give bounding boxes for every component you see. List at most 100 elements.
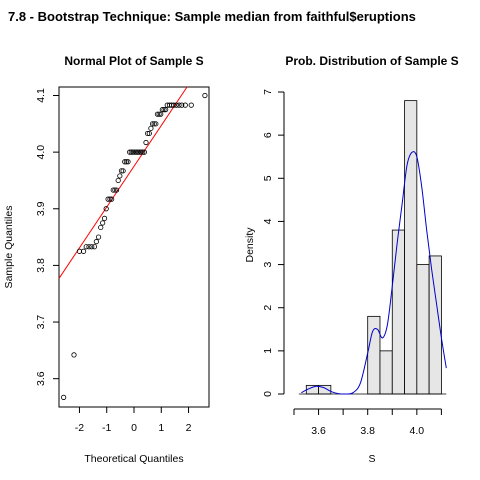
density-line — [301, 151, 447, 395]
qq-point — [202, 92, 208, 99]
histogram-bar — [379, 350, 393, 395]
qq-x-tick-label: -2 — [75, 422, 84, 434]
qq-y-tick-label: 4.1 — [35, 88, 47, 103]
histogram-y-tick-label: 7 — [262, 89, 274, 95]
qq-x-tick-label: 2 — [186, 422, 192, 434]
histogram-x-axis-label: S — [368, 453, 375, 465]
histogram-bar — [404, 100, 418, 395]
qq-point — [158, 111, 164, 117]
qq-point — [105, 196, 111, 202]
histogram-bar — [391, 229, 405, 395]
histogram-title: Prob. Distribution of Sample S — [285, 54, 458, 68]
qq-point — [80, 248, 87, 254]
qq-point — [122, 159, 128, 165]
qq-y-tick-label: 3.9 — [35, 201, 47, 216]
qq-y-tick-label: 3.8 — [35, 258, 47, 273]
histogram-y-axis-label: Density — [244, 227, 256, 263]
qq-point — [107, 196, 113, 202]
qq-point — [120, 168, 126, 174]
qq-y-tick-label: 4.0 — [35, 145, 47, 160]
qq-point — [103, 206, 109, 212]
qq-point — [113, 187, 120, 193]
qq-point — [176, 102, 182, 108]
qq-point — [128, 149, 134, 155]
qq-points — [61, 92, 208, 400]
qq-point — [151, 121, 157, 127]
qq-point — [127, 149, 133, 155]
qq-point — [133, 149, 139, 155]
qq-point — [61, 394, 67, 400]
qq-point — [179, 102, 185, 108]
histogram-y-tick-label: 6 — [262, 132, 274, 138]
qq-point — [140, 149, 146, 155]
qq-x-tick-label: -1 — [102, 422, 111, 434]
qq-point — [141, 149, 147, 155]
qq-point — [171, 102, 177, 108]
qq-point — [136, 149, 143, 155]
histogram-y-tick-label: 1 — [262, 348, 274, 354]
qq-point — [125, 159, 131, 165]
qq-point — [130, 149, 136, 155]
histogram-bar — [416, 264, 430, 395]
qq-line — [58, 86, 188, 279]
qq-point — [118, 168, 125, 174]
qq-plot-frame — [58, 86, 210, 408]
qq-point — [138, 149, 144, 155]
qq-point — [173, 102, 179, 108]
qq-point — [110, 187, 116, 193]
histogram-bar — [367, 315, 381, 395]
histogram-y-tick-label: 5 — [262, 175, 274, 181]
qq-x-tick-label: 0 — [131, 422, 137, 434]
qq-point — [182, 102, 188, 108]
qq-y-tick-label: 3.7 — [35, 315, 47, 330]
qq-point — [91, 244, 98, 250]
qq-point — [83, 244, 89, 250]
qq-point — [161, 107, 167, 113]
qq-axes: -2 -1 0 1 2 3.6 3.7 3.8 3.9 4.0 4.1 — [35, 88, 192, 434]
qq-point — [93, 239, 99, 245]
qq-y-tick-label: 3.6 — [35, 371, 47, 386]
qq-plot-panel: Normal Plot of Sample S Theoretical Quan… — [3, 54, 210, 465]
qq-point — [159, 107, 165, 113]
histogram-y-tick-label: 2 — [262, 305, 274, 311]
qq-point — [153, 121, 159, 127]
qq-point — [89, 244, 95, 250]
qq-point — [143, 139, 149, 146]
histogram-panel: Prob. Distribution of Sample S S Density… — [244, 54, 459, 465]
qq-point — [146, 130, 152, 137]
histogram-x-tick-label: 3.6 — [311, 425, 326, 437]
qq-point — [112, 187, 118, 193]
qq-point — [115, 177, 121, 184]
qq-point — [135, 149, 141, 155]
qq-point — [145, 130, 151, 137]
qq-reference-line — [58, 86, 188, 279]
qq-point — [98, 224, 104, 231]
qq-point — [117, 173, 123, 179]
qq-point — [149, 121, 156, 127]
qq-point — [123, 159, 129, 165]
density-curve — [301, 151, 447, 395]
histogram-y-tick-label: 3 — [262, 261, 274, 267]
qq-point — [188, 102, 194, 108]
qq-point — [163, 107, 169, 113]
histogram-x-tick-label: 4.0 — [410, 425, 425, 437]
histogram-y-tick-label: 0 — [262, 391, 274, 397]
qq-x-axis-label: Theoretical Quantiles — [84, 453, 183, 465]
histogram-x-tick-label: 3.8 — [360, 425, 375, 437]
qq-point — [148, 125, 154, 131]
qq-point — [86, 244, 92, 250]
figure-title: 7.8 - Bootstrap Technique: Sample median… — [8, 9, 416, 24]
qq-point — [95, 234, 102, 240]
qq-point — [131, 149, 138, 155]
qq-point — [71, 352, 77, 358]
qq-point — [156, 111, 162, 117]
qq-point — [101, 215, 108, 221]
histogram-y-tick-label: 4 — [262, 218, 274, 224]
qq-y-axis-label: Sample Quantiles — [3, 206, 15, 289]
histogram-bars — [298, 100, 447, 395]
qq-point — [154, 111, 161, 117]
qq-point — [100, 220, 106, 226]
qq-point — [109, 196, 115, 202]
